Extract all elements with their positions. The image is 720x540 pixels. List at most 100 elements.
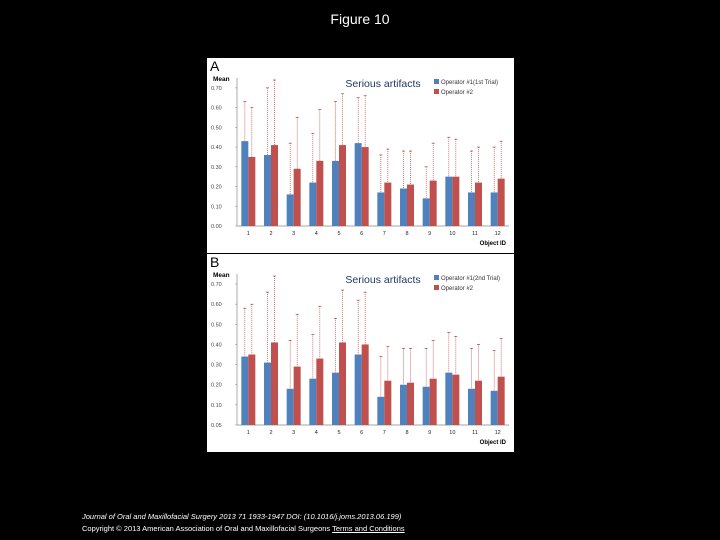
chart-a-legend-swatch-2 <box>434 89 439 94</box>
chart-b-xtick-10: 10 <box>449 430 455 436</box>
chart-a-legend-swatch-1 <box>434 79 439 84</box>
chart-a-bar-s1-12 <box>490 192 498 226</box>
chart-b-bar-s1-2 <box>264 362 271 425</box>
chart-b-ytick-6: 0.60 <box>211 302 222 308</box>
chart-b-bar-s2-9 <box>429 378 437 425</box>
chart-b-legend-swatch-1 <box>434 275 439 280</box>
chart-a-bar-s1-8 <box>400 188 407 226</box>
chart-b-title: Serious artifacts <box>345 274 420 286</box>
chart-b-xtick-7: 7 <box>383 430 386 436</box>
chart-b-xtick-3: 3 <box>292 430 295 436</box>
chart-a-bar-s1-10 <box>445 176 453 226</box>
chart-b-bar-s2-7 <box>384 380 392 425</box>
chart-a-ytick-5: 0.50 <box>211 125 222 131</box>
chart-b-bar-s2-12 <box>497 376 505 425</box>
chart-b-bar-s2-3 <box>293 366 301 425</box>
chart-b-ytick-4: 0.40 <box>211 342 222 348</box>
chart-b-xtick-4: 4 <box>315 430 318 436</box>
chart-b-xtick-11: 11 <box>472 430 478 436</box>
chart-a-ytick-3: 0.30 <box>211 165 222 171</box>
chart-a-bar-s2-12 <box>497 178 505 226</box>
chart-a-bar-s2-8 <box>407 184 414 226</box>
chart-a-xtick-10: 10 <box>449 231 455 237</box>
chart-a-panel-label: A <box>210 58 220 74</box>
chart-b-ytick-2: 0.20 <box>211 383 222 389</box>
chart-b-bar-s2-6 <box>361 344 369 425</box>
chart-a-bar-s2-7 <box>384 182 392 226</box>
chart-a-xtick-3: 3 <box>292 231 295 237</box>
chart-b-ytick-1: 0.10 <box>211 403 222 409</box>
chart-a-xtick-8: 8 <box>405 231 408 237</box>
chart-b-bar-s1-11 <box>468 388 475 425</box>
chart-b-bar-s1-12 <box>490 390 498 425</box>
chart-a-bar-s1-3 <box>286 194 294 226</box>
chart-a-xtick-12: 12 <box>495 231 501 237</box>
chart-b-bar-s2-10 <box>452 374 460 425</box>
chart-b-xtick-9: 9 <box>428 430 431 436</box>
chart-a-ytick-2: 0.20 <box>211 185 222 191</box>
chart-b-bar-s1-3 <box>286 388 294 425</box>
chart-a-ytick-7: 0.70 <box>211 86 222 92</box>
chart-b-xtick-1: 1 <box>247 430 250 436</box>
chart-a-xtick-7: 7 <box>383 231 386 237</box>
chart-a-xtick-5: 5 <box>337 231 340 237</box>
chart-b-ytick-7: 0.70 <box>211 282 222 288</box>
chart-a-label-band <box>207 58 514 72</box>
terms-link[interactable]: Terms and Conditions <box>332 524 405 533</box>
chart-a-xlabel: Object ID <box>480 241 507 247</box>
chart-b-legend-label-2: Operator #2 <box>441 286 474 292</box>
chart-b-bar-s1-9 <box>422 386 430 425</box>
chart-b-bar-s2-8 <box>407 382 414 425</box>
citation-text: Journal of Oral and Maxillofacial Surger… <box>82 512 402 521</box>
chart-b-panel-label: B <box>210 254 219 270</box>
chart-b-bar-s2-2 <box>271 342 278 425</box>
chart-b-label-band <box>207 254 514 268</box>
chart-a-bar-s1-1 <box>241 141 249 226</box>
panel-a: A Mean Serious artifacts Operator #1(1st Tr… <box>207 58 514 253</box>
chart-a-bar-s1-2 <box>264 154 271 226</box>
chart-a-bar-s2-11 <box>475 182 482 226</box>
chart-a-bar-s2-4 <box>316 160 324 226</box>
chart-a-ytick-4: 0.40 <box>211 145 222 151</box>
chart-b-bar-s1-7 <box>377 396 385 425</box>
chart-a-xtick-1: 1 <box>247 231 250 237</box>
chart-a-ytick-0: 0.00 <box>211 224 222 230</box>
chart-a-bar-s2-5 <box>339 145 346 226</box>
chart-a-bar-s1-11 <box>468 192 475 226</box>
chart-a-xtick-4: 4 <box>315 231 318 237</box>
chart-a-legend-label-1: Operator #1(1st Trial) <box>441 80 498 86</box>
chart-b-svg: B Mean Serious artifacts Operator #1(2nd Tr… <box>207 254 514 452</box>
footer: Journal of Oral and Maxillofacial Surger… <box>82 511 405 535</box>
chart-b-bar-s1-4 <box>309 378 317 425</box>
chart-b-bar-s2-11 <box>475 380 482 425</box>
chart-a-ytick-6: 0.60 <box>211 106 222 112</box>
chart-a-bar-s2-10 <box>452 176 460 226</box>
copyright-text: Copyright © 2013 American Association of… <box>82 524 331 533</box>
chart-a-bar-s1-9 <box>422 198 430 226</box>
chart-b-ytick-0: 0.05 <box>211 423 222 429</box>
chart-b-bar-s1-8 <box>400 384 407 425</box>
chart-a-bar-s1-6 <box>354 143 362 226</box>
chart-a-xtick-2: 2 <box>269 231 272 237</box>
chart-a-bar-s1-5 <box>332 160 339 226</box>
figure-title: Figure 10 <box>330 11 390 27</box>
chart-a-bar-s2-9 <box>429 180 437 226</box>
chart-a-xtick-6: 6 <box>360 231 363 237</box>
chart-a-xtick-9: 9 <box>428 231 431 237</box>
chart-a-bar-s2-1 <box>248 156 256 226</box>
chart-b-bar-s2-4 <box>316 358 324 425</box>
chart-a-legend-label-2: Operator #2 <box>441 90 474 96</box>
chart-a-title: Serious artifacts <box>345 78 420 90</box>
chart-a-ylabel: Mean <box>213 76 230 83</box>
chart-a-bar-s2-3 <box>293 168 301 226</box>
chart-a-bar-s1-4 <box>309 182 317 226</box>
chart-b-xtick-5: 5 <box>337 430 340 436</box>
chart-b-legend-swatch-2 <box>434 285 439 290</box>
chart-b-xtick-12: 12 <box>495 430 501 436</box>
chart-b-legend-label-1: Operator #1(2nd Trial) <box>441 276 500 282</box>
copyright-line: Copyright © 2013 American Association of… <box>82 523 405 535</box>
chart-a-bar-s1-7 <box>377 192 385 226</box>
chart-b-xtick-8: 8 <box>405 430 408 436</box>
chart-b-bar-s2-1 <box>248 354 256 425</box>
chart-a-ytick-1: 0.10 <box>211 204 222 210</box>
